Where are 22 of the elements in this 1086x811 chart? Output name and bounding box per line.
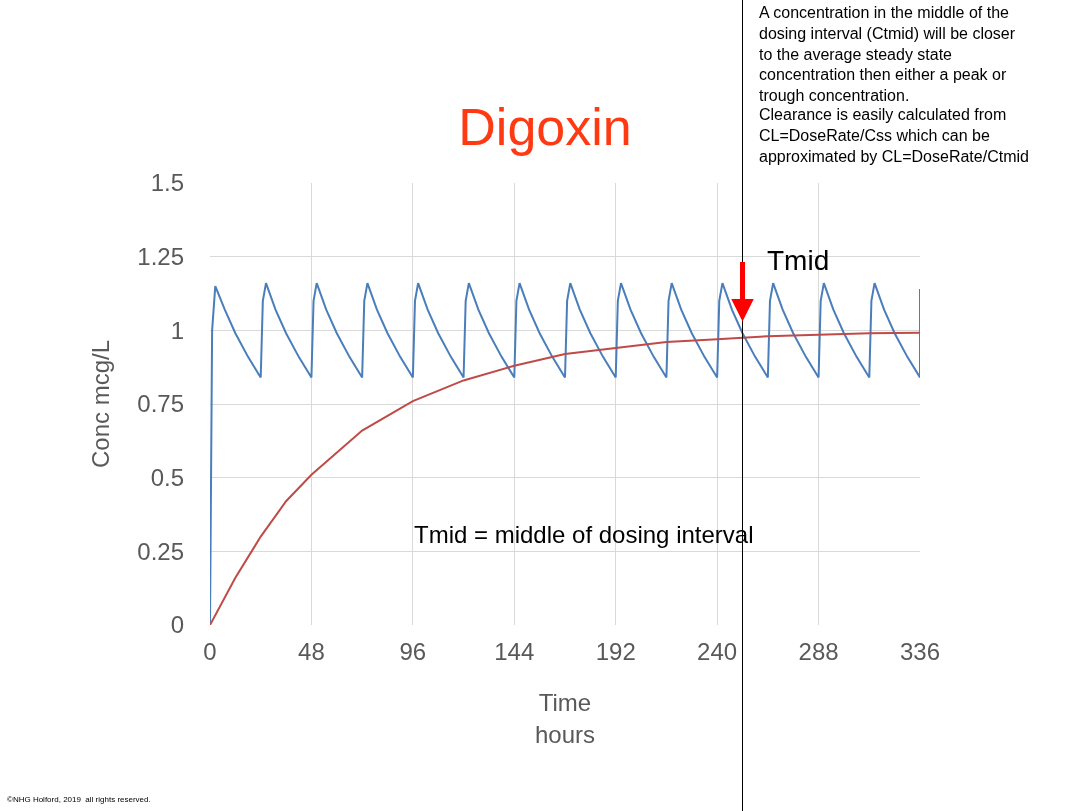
y-tick-label: 0 [170, 611, 184, 639]
x-tick-label: 48 [298, 638, 325, 665]
ref-line-label: Tmid [767, 245, 830, 276]
x-tick-label: 144 [494, 638, 535, 665]
text: Clearance is easily calculated from CL=DoseRate/Css which can be approximated by CL=DoseRate/Ctmid [759, 106, 1029, 165]
text: A concentration in the middle of the dosing interval (Ctmid) will be closer to the average steady state concentration then either a peak or trough concentration. [759, 4, 1016, 105]
x-tick-label: 288 [798, 638, 839, 665]
text: ©NHG Holford, 2019 all rights reserved. [7, 795, 151, 804]
x-tick-label: 192 [595, 638, 636, 665]
y-tick-label: 0.25 [137, 537, 184, 565]
y-axis-title: Conc mcg/L [87, 339, 115, 469]
chart-title: Digoxin [458, 98, 632, 157]
x-tick-label: 0 [203, 638, 217, 665]
y-tick-label: 1.25 [137, 243, 184, 271]
x-axis-title: Time hours [534, 689, 596, 748]
y-tick-label: 1.5 [150, 169, 184, 197]
y-tick-label: 1 [170, 316, 184, 344]
x-tick-label: 336 [899, 638, 941, 665]
y-tick-label: 0.75 [137, 390, 184, 418]
x-tick-label: 96 [399, 638, 427, 665]
x-tick-label: 240 [697, 638, 738, 665]
y-tick-label: 0.5 [150, 464, 184, 492]
